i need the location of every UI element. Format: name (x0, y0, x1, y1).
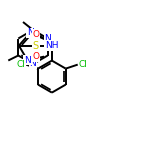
Text: N: N (44, 34, 51, 43)
Text: Cl: Cl (78, 60, 87, 69)
Text: O: O (32, 52, 39, 61)
Text: S: S (33, 41, 39, 51)
Text: Cl: Cl (16, 60, 26, 69)
Text: N: N (27, 28, 33, 37)
Text: NH: NH (45, 41, 59, 50)
Text: N: N (24, 56, 31, 65)
Text: N: N (30, 60, 36, 69)
Text: O: O (32, 30, 39, 39)
